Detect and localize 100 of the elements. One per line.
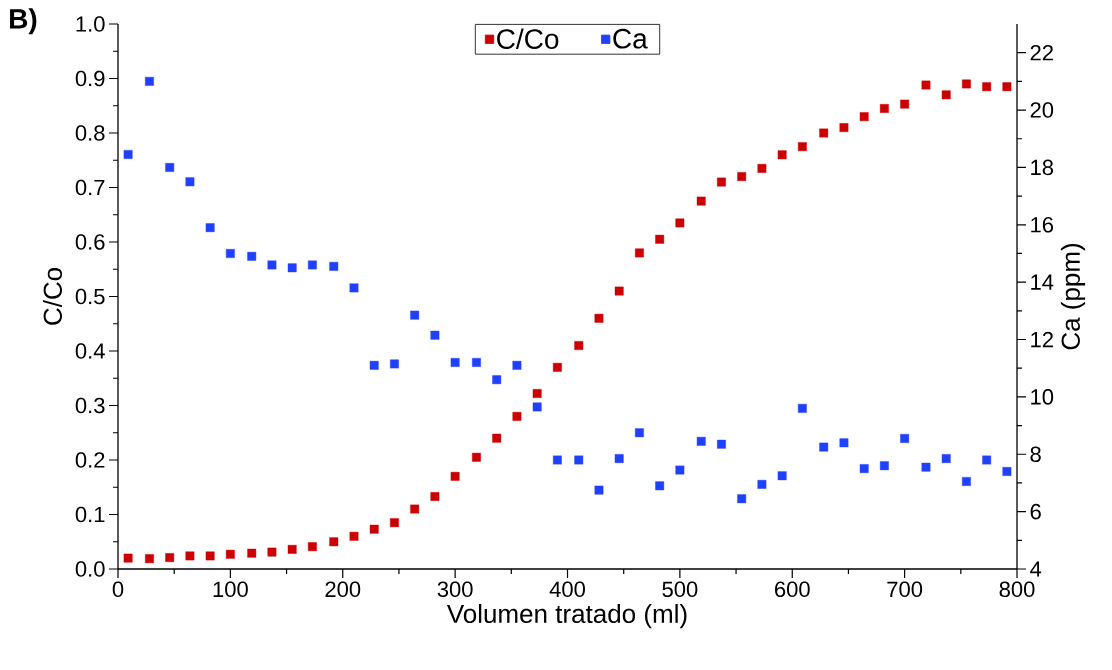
point bbox=[594, 313, 604, 323]
point bbox=[696, 196, 706, 206]
y-tick-label: 0.6 bbox=[75, 234, 105, 250]
y2-tick-label: 10 bbox=[1031, 389, 1054, 405]
point bbox=[941, 454, 951, 463]
point bbox=[369, 360, 379, 370]
point bbox=[287, 263, 297, 273]
point bbox=[839, 438, 849, 448]
point bbox=[512, 412, 522, 421]
x-axis-title: Volumen tratado (ml) bbox=[446, 603, 687, 629]
point bbox=[532, 402, 542, 412]
point bbox=[552, 455, 562, 465]
y2-axis-title: Ca (ppm) bbox=[1060, 243, 1086, 350]
point bbox=[165, 553, 175, 562]
point bbox=[552, 362, 562, 372]
y-tick-label: 0.7 bbox=[75, 179, 105, 196]
point bbox=[1002, 467, 1012, 476]
y2-tick-label: 18 bbox=[1031, 159, 1054, 176]
y-tick-label: 0.4 bbox=[75, 343, 105, 359]
point bbox=[797, 403, 807, 413]
point bbox=[308, 260, 317, 270]
point bbox=[145, 554, 154, 564]
point bbox=[777, 150, 787, 160]
point bbox=[635, 428, 644, 438]
point bbox=[349, 531, 359, 541]
point bbox=[777, 471, 787, 481]
y2-tick-label: 20 bbox=[1030, 102, 1054, 118]
point bbox=[574, 341, 584, 350]
point bbox=[757, 479, 767, 489]
point bbox=[267, 547, 277, 557]
point bbox=[247, 251, 257, 261]
point bbox=[410, 310, 420, 320]
point bbox=[717, 439, 726, 449]
point bbox=[941, 90, 951, 100]
y2-tick-label: 16 bbox=[1031, 216, 1054, 233]
point bbox=[450, 358, 460, 367]
point bbox=[982, 82, 992, 92]
y-tick-label: 0.3 bbox=[75, 397, 105, 414]
x-tick-label: 0 bbox=[112, 581, 124, 598]
point bbox=[921, 462, 931, 472]
point bbox=[819, 442, 829, 452]
point bbox=[205, 551, 215, 561]
point bbox=[797, 142, 807, 152]
point bbox=[655, 481, 665, 491]
point bbox=[574, 455, 584, 465]
point bbox=[1002, 82, 1012, 92]
x-tick-label: 800 bbox=[999, 581, 1035, 598]
y2-tick-label: 6 bbox=[1030, 503, 1041, 520]
y2-tick-label: 4 bbox=[1030, 561, 1042, 577]
y-tick-label: 0.2 bbox=[75, 452, 105, 468]
point bbox=[532, 389, 542, 398]
x-tick-label: 200 bbox=[325, 581, 361, 598]
x-tick-label: 500 bbox=[662, 581, 698, 598]
point bbox=[185, 551, 195, 561]
y-tick-label: 0.8 bbox=[75, 125, 105, 141]
point bbox=[165, 163, 175, 172]
point bbox=[635, 248, 644, 258]
point bbox=[308, 542, 317, 552]
point bbox=[594, 485, 604, 495]
point bbox=[267, 260, 277, 270]
point bbox=[185, 177, 195, 187]
point bbox=[859, 464, 869, 473]
point bbox=[430, 492, 440, 501]
x-tick-label: 100 bbox=[213, 581, 248, 598]
point bbox=[410, 504, 420, 514]
y-tick-label: 1.0 bbox=[76, 16, 105, 32]
point bbox=[696, 436, 706, 446]
point bbox=[982, 455, 992, 465]
point bbox=[329, 261, 339, 271]
point bbox=[880, 461, 889, 471]
point bbox=[839, 123, 849, 132]
point bbox=[329, 537, 339, 547]
y2-tick-label: 8 bbox=[1030, 446, 1041, 463]
point bbox=[614, 454, 624, 463]
point bbox=[737, 172, 747, 181]
point bbox=[717, 177, 726, 187]
y2-tick-label: 22 bbox=[1030, 44, 1053, 61]
point bbox=[225, 249, 235, 258]
y-tick-label: 0.9 bbox=[75, 70, 105, 87]
x-tick-label: 400 bbox=[549, 581, 585, 598]
point bbox=[369, 524, 379, 534]
point bbox=[123, 150, 133, 159]
point bbox=[757, 164, 767, 173]
point bbox=[145, 76, 154, 86]
point bbox=[655, 234, 665, 244]
point bbox=[962, 79, 971, 89]
point bbox=[247, 548, 257, 558]
point bbox=[675, 465, 685, 475]
point bbox=[287, 544, 297, 554]
point bbox=[900, 434, 910, 443]
point bbox=[430, 330, 440, 340]
point bbox=[450, 471, 460, 481]
legend-label: C/Co bbox=[497, 28, 559, 49]
point bbox=[880, 104, 889, 113]
point bbox=[492, 433, 502, 443]
point bbox=[614, 286, 624, 296]
point bbox=[900, 99, 910, 109]
point bbox=[962, 477, 971, 486]
y-tick-label: 0.0 bbox=[75, 561, 105, 577]
point bbox=[225, 549, 235, 559]
